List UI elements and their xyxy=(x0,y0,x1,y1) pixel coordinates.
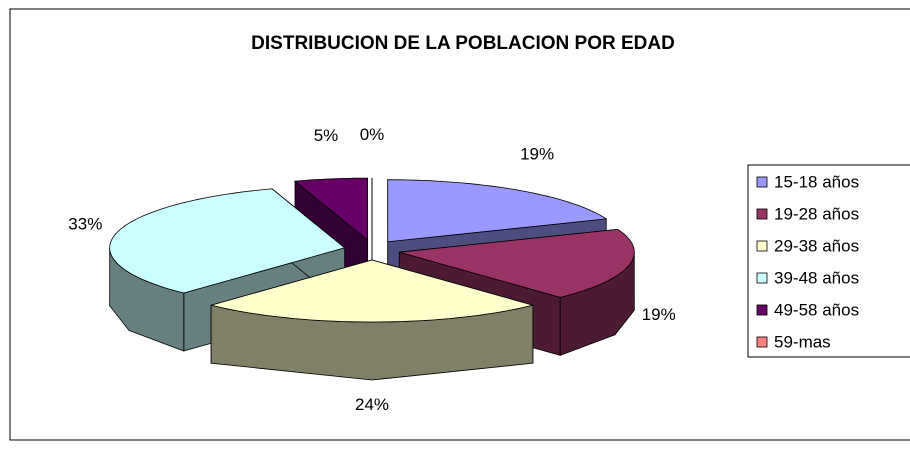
data-label: 24% xyxy=(355,395,389,414)
data-label: 19% xyxy=(642,305,676,324)
legend-box xyxy=(747,164,910,358)
data-label: 0% xyxy=(360,125,385,144)
legend-swatch xyxy=(756,176,768,188)
legend-swatch xyxy=(756,304,768,316)
data-label: 19% xyxy=(520,145,554,164)
legend-label: 29-38 años xyxy=(774,236,859,255)
legend-swatch xyxy=(756,336,768,348)
slice-top xyxy=(210,259,534,323)
slice-top xyxy=(293,177,369,241)
legend-swatch xyxy=(756,208,768,220)
data-label: 5% xyxy=(314,126,339,145)
legend-label: 15-18 años xyxy=(774,172,859,191)
legend-swatch xyxy=(756,272,768,284)
legend-label: 39-48 años xyxy=(774,268,859,287)
legend-label: 59-mas xyxy=(774,332,831,351)
slice-top xyxy=(387,179,608,243)
legend-label: 49-58 años xyxy=(774,300,859,319)
chart-title: DISTRIBUCION DE LA POBLACION POR EDAD xyxy=(251,33,675,54)
pie xyxy=(109,177,635,381)
slice-top xyxy=(399,228,635,298)
legend-swatch xyxy=(756,240,768,252)
slice-top xyxy=(109,188,346,294)
data-label: 33% xyxy=(68,214,102,233)
legend-label: 19-28 años xyxy=(774,204,859,223)
slice xyxy=(210,259,534,381)
